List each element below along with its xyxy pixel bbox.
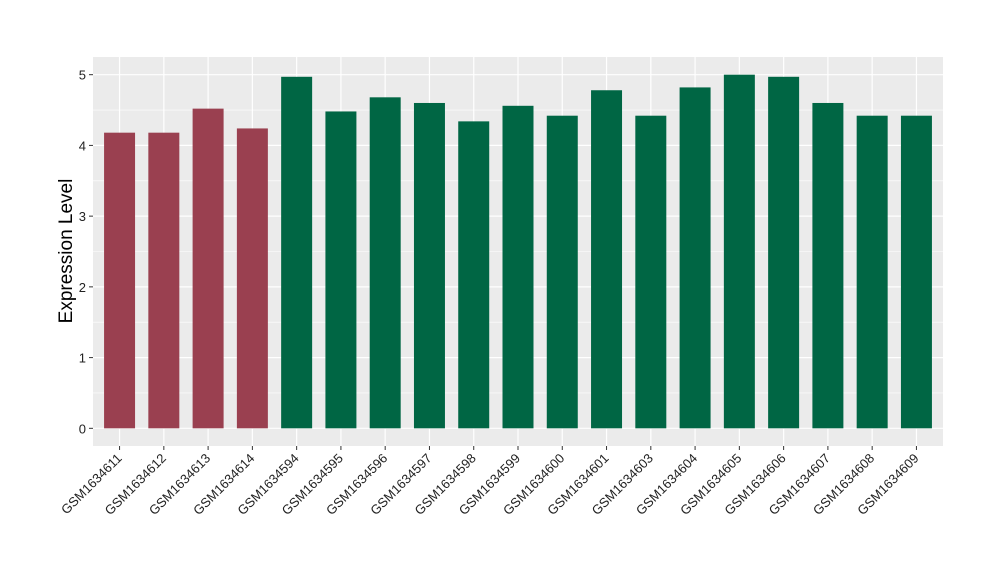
x-axis: GSM1634611GSM1634612GSM1634613GSM1634614… [58, 446, 922, 518]
bar [502, 105, 534, 429]
bar [281, 76, 313, 429]
bars [104, 74, 932, 429]
bar [591, 90, 623, 429]
bar [104, 132, 136, 429]
bar [458, 121, 490, 429]
bar [635, 115, 667, 429]
bar [369, 97, 401, 429]
y-axis: 0 1 2 3 4 5 [79, 68, 93, 436]
bar [546, 115, 578, 429]
y-tick-label: 4 [79, 138, 86, 153]
bar [723, 74, 755, 429]
bar [413, 102, 445, 429]
bar [192, 108, 224, 429]
bar [812, 102, 844, 429]
bar [856, 115, 888, 429]
y-tick-label: 2 [79, 280, 86, 295]
y-tick-label: 5 [79, 68, 86, 83]
bar [768, 76, 800, 429]
bar [900, 115, 932, 429]
y-tick-label: 1 [79, 351, 86, 366]
bar [236, 128, 268, 429]
bar [679, 87, 711, 429]
y-axis-title: Expression Level [56, 179, 77, 324]
bar [148, 132, 180, 429]
y-tick-label: 0 [79, 421, 86, 436]
bar [325, 111, 357, 429]
y-tick-label: 3 [79, 209, 86, 224]
